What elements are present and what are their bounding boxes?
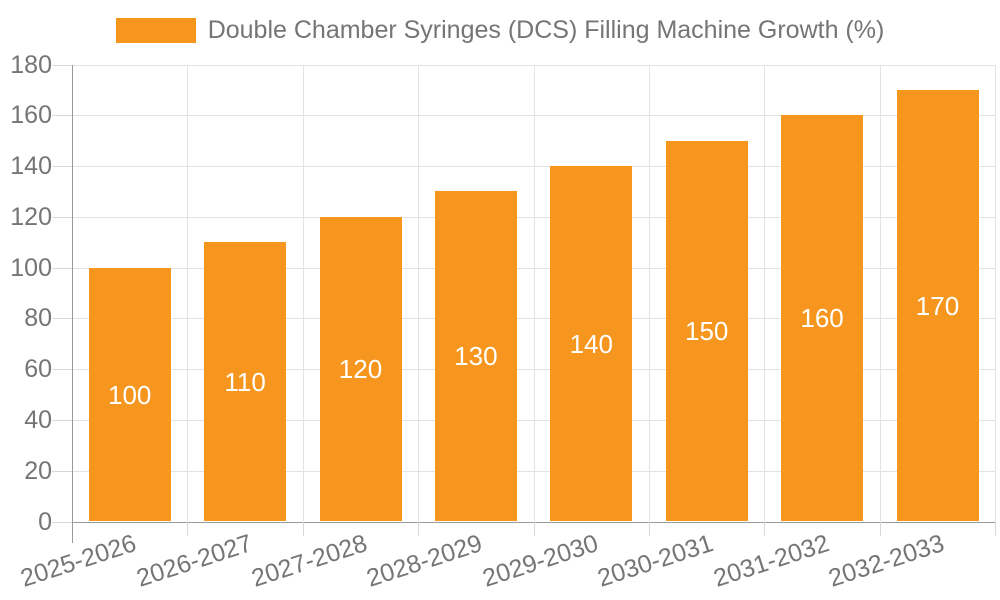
legend-label: Double Chamber Syringes (DCS) Filling Ma… bbox=[207, 16, 885, 44]
x-tick bbox=[72, 521, 73, 543]
x-tick-label: 2029-2030 bbox=[478, 529, 602, 593]
y-tick bbox=[52, 115, 72, 117]
bar-value-label: 100 bbox=[107, 379, 152, 410]
x-gridline bbox=[533, 64, 535, 522]
y-tick-label: 180 bbox=[10, 50, 52, 79]
x-tick bbox=[533, 521, 535, 536]
bar-value-label: 130 bbox=[454, 341, 498, 372]
x-gridline bbox=[187, 64, 189, 522]
bar[interactable] bbox=[665, 140, 748, 522]
y-tick-label: 120 bbox=[10, 202, 52, 231]
legend[interactable]: Double Chamber Syringes (DCS) Filling Ma… bbox=[0, 16, 1000, 44]
y-tick bbox=[52, 216, 72, 218]
y-tick-label: 20 bbox=[24, 456, 52, 485]
x-tick bbox=[764, 521, 766, 536]
y-tick bbox=[52, 267, 72, 269]
bar-value-label: 140 bbox=[569, 328, 613, 359]
x-tick-label: 2028-2029 bbox=[363, 529, 486, 593]
y-tick-label: 140 bbox=[10, 152, 52, 181]
x-tick bbox=[418, 521, 420, 536]
x-gridline bbox=[879, 64, 881, 522]
y-tick bbox=[52, 369, 72, 371]
x-tick-label: 2031-2032 bbox=[709, 529, 833, 593]
y-axis-line bbox=[72, 64, 73, 522]
bar[interactable] bbox=[550, 166, 633, 522]
x-tick-label: 2027-2028 bbox=[248, 529, 371, 593]
bar-value-label: 150 bbox=[684, 316, 729, 347]
bar-value-label: 110 bbox=[224, 366, 266, 397]
y-tick-label: 80 bbox=[24, 304, 52, 333]
y-tick-label: 100 bbox=[10, 253, 52, 282]
x-tick bbox=[995, 521, 997, 536]
x-tick-label: 2032-2033 bbox=[825, 529, 948, 593]
legend-swatch-icon bbox=[115, 17, 196, 43]
x-tick bbox=[302, 521, 304, 536]
bar[interactable] bbox=[88, 267, 171, 522]
bar[interactable] bbox=[434, 191, 517, 522]
y-tick bbox=[52, 64, 72, 66]
bar[interactable] bbox=[319, 216, 402, 522]
x-gridline bbox=[649, 64, 650, 522]
y-tick-label: 60 bbox=[24, 355, 52, 384]
y-tick bbox=[52, 318, 72, 320]
y-tick-label: 40 bbox=[24, 405, 52, 434]
bar[interactable] bbox=[781, 115, 864, 522]
bar[interactable] bbox=[204, 242, 287, 522]
bar-value-label: 120 bbox=[338, 354, 383, 385]
bar-value-label: 170 bbox=[915, 290, 960, 321]
x-gridline bbox=[764, 64, 766, 522]
x-tick-label: 2025-2026 bbox=[17, 529, 140, 593]
x-tick bbox=[649, 521, 650, 536]
x-tick bbox=[187, 521, 189, 536]
x-gridline bbox=[418, 64, 420, 522]
bar-value-label: 160 bbox=[800, 303, 844, 334]
y-tick bbox=[52, 166, 72, 168]
x-gridline bbox=[302, 64, 304, 522]
y-tick-label: 160 bbox=[10, 101, 52, 130]
x-tick-label: 2026-2027 bbox=[132, 529, 256, 593]
y-tick bbox=[52, 470, 72, 472]
y-tick bbox=[52, 521, 72, 523]
x-tick bbox=[879, 521, 881, 536]
y-tick-label: 0 bbox=[38, 507, 52, 536]
x-tick-label: 2030-2031 bbox=[594, 529, 717, 593]
bar[interactable] bbox=[896, 89, 979, 522]
y-tick bbox=[52, 419, 72, 421]
x-gridline bbox=[995, 64, 997, 522]
